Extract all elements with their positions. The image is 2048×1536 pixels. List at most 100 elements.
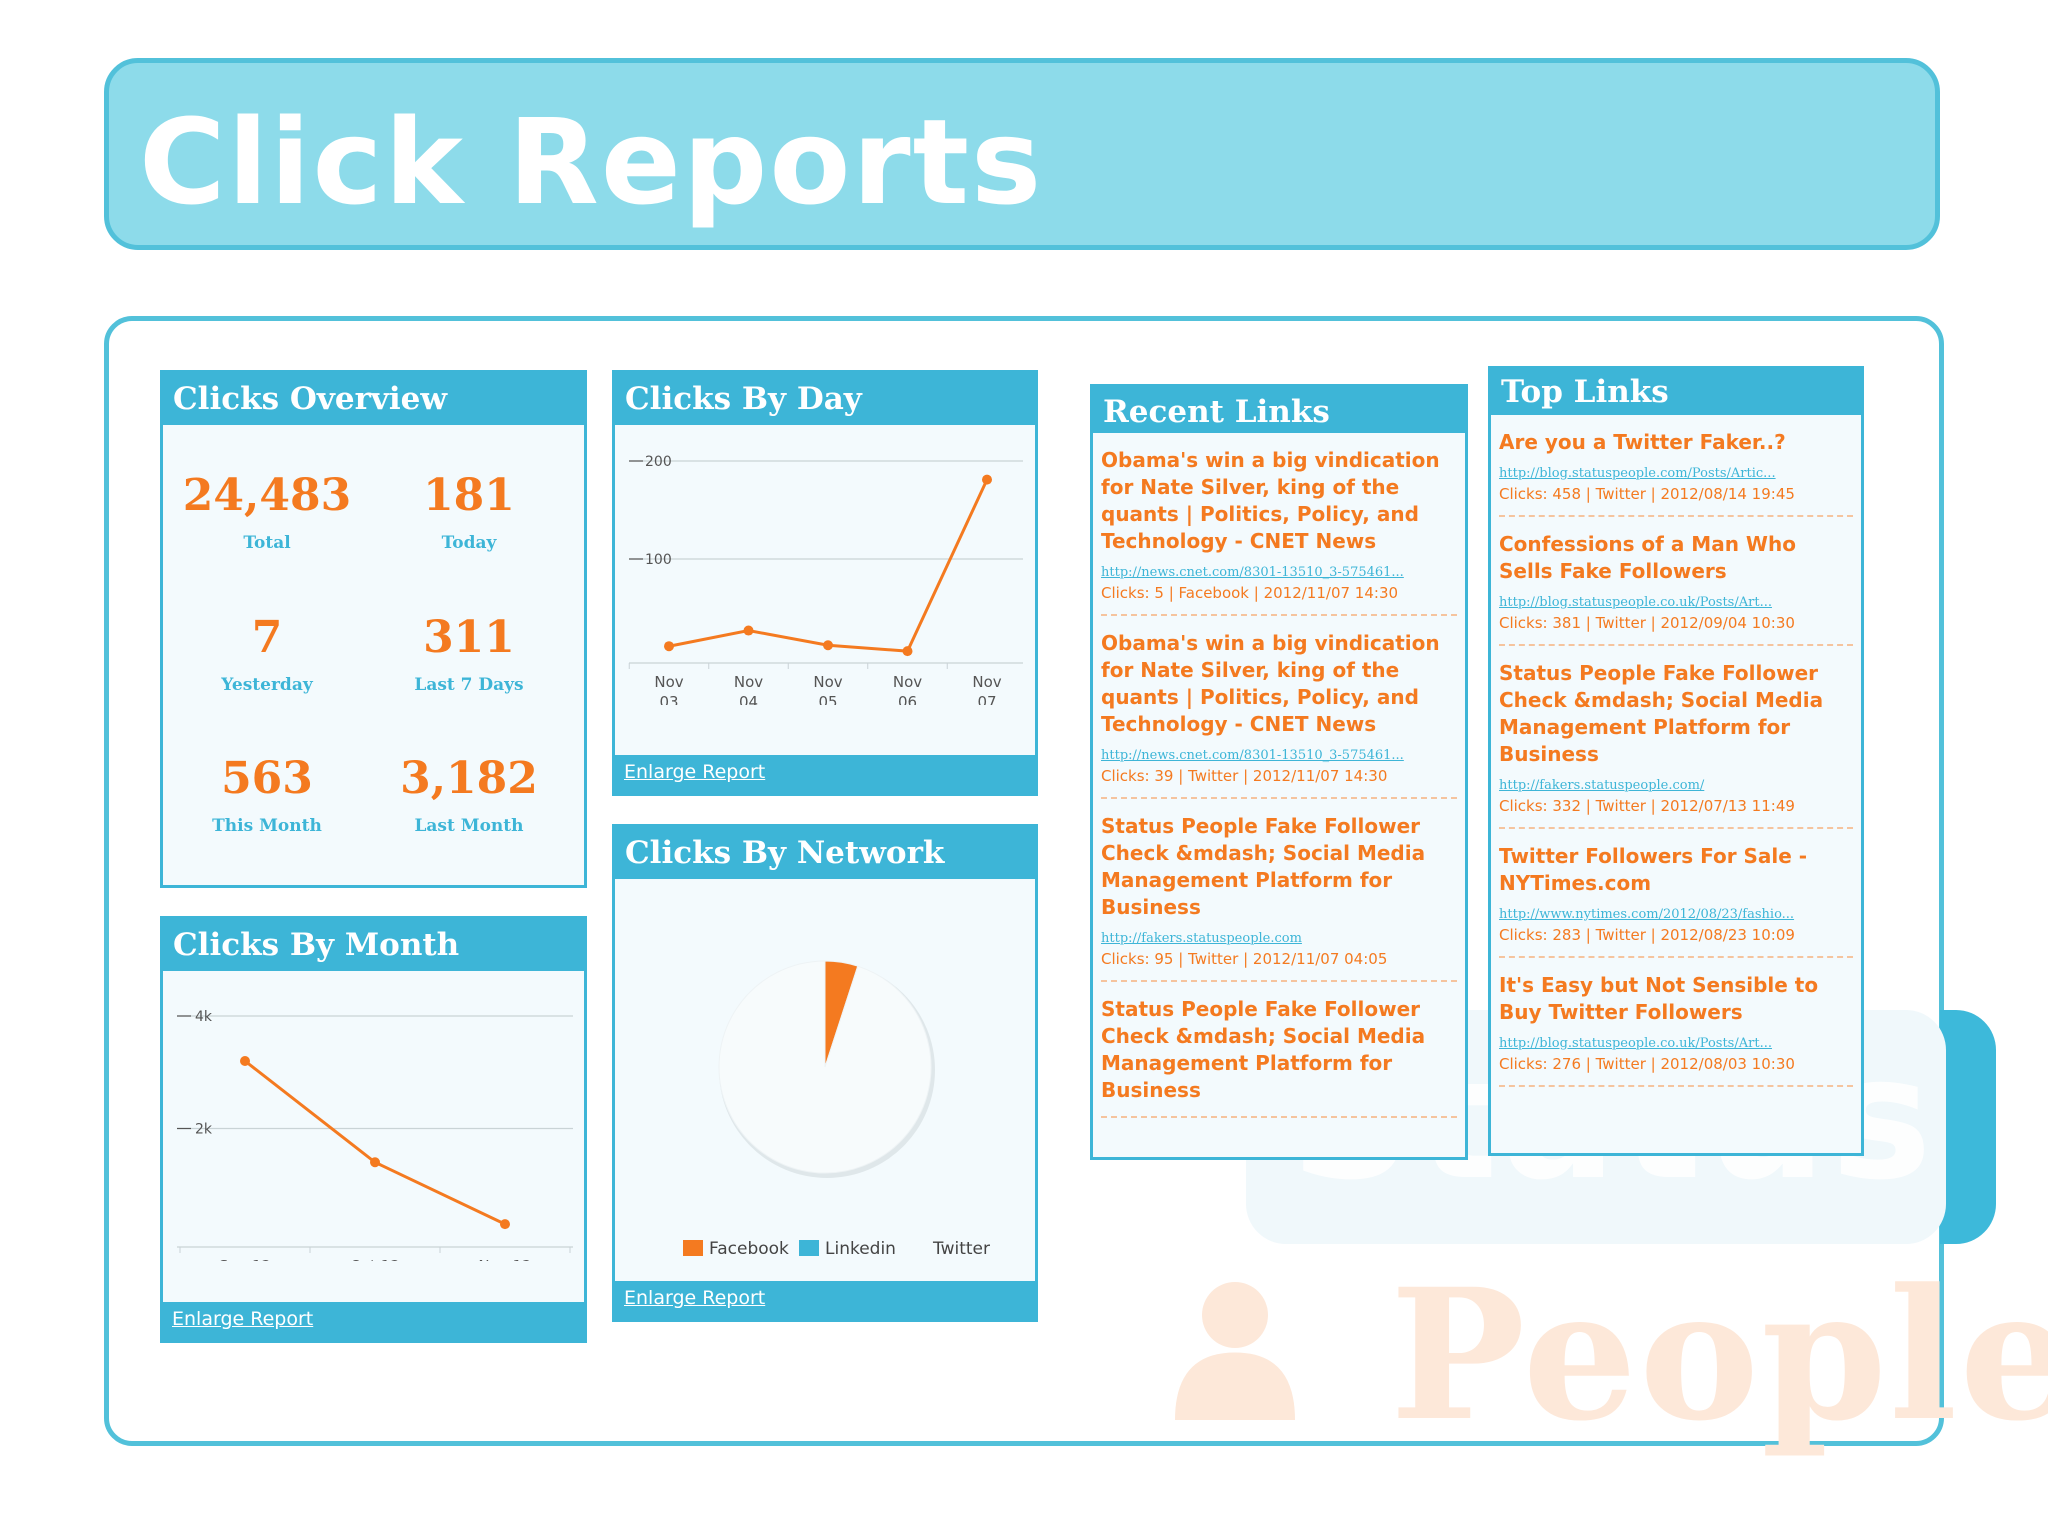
- stat-last-7-days: 311 Last 7 Days: [379, 612, 559, 696]
- top-links-title: Top Links: [1491, 369, 1861, 415]
- link-meta: Clicks: 95 | Twitter | 2012/11/07 04:05: [1101, 950, 1388, 968]
- link-title[interactable]: Are you a Twitter Faker..?: [1499, 430, 1786, 454]
- data-point: [902, 646, 913, 657]
- link-url[interactable]: http://fakers.statuspeople.com/: [1499, 778, 1705, 793]
- stat-today: 181 Today: [379, 471, 559, 554]
- recent-links-panel: Recent Links Obama's win a big vindicati…: [1090, 384, 1468, 1160]
- link-meta: Clicks: 458 | Twitter | 2012/08/14 19:45: [1499, 485, 1795, 503]
- stat-total: 24,483 Total: [177, 470, 357, 554]
- link-title[interactable]: Obama's win a big vindication for Nate S…: [1101, 631, 1440, 736]
- y-tick-label: 2k: [195, 1122, 213, 1138]
- clicks-by-month-footer: Enlarge Report: [163, 1302, 584, 1340]
- link-meta: Clicks: 381 | Twitter | 2012/09/04 10:30: [1499, 614, 1795, 632]
- clicks-by-network-chart: Facebook Linkedin Twitter: [683, 960, 990, 1259]
- clicks-by-month-panel: Clicks By Month 4k 2k Sep 12 Oct 12 Nov 12 E…: [160, 916, 587, 1343]
- data-point: [823, 640, 833, 651]
- x-tick-label: Oct 12: [350, 1257, 400, 1261]
- link-title[interactable]: Obama's win a big vindication for Nate S…: [1101, 448, 1440, 553]
- link-url[interactable]: http://blog.statuspeople.co.uk/Posts/Art…: [1499, 595, 1772, 610]
- stat-label: Today: [441, 533, 497, 553]
- stat-label: This Month: [212, 816, 322, 836]
- legend-label-twitter: Twitter: [932, 1239, 990, 1259]
- link-meta: Clicks: 276 | Twitter | 2012/08/03 10:30: [1499, 1055, 1795, 1073]
- data-point: [240, 1056, 250, 1066]
- link-url[interactable]: http://www.nytimes.com/2012/08/23/fashio…: [1499, 907, 1795, 922]
- clicks-by-day-panel: Clicks By Day 200 100 Nov 03 Nov 04 Nov 05 Nov 06…: [612, 370, 1038, 796]
- stat-yesterday: 7 Yesterday: [177, 612, 357, 696]
- x-tick-label: 05: [818, 693, 837, 705]
- link-title[interactable]: Status People Fake Follower Check &mdash…: [1101, 814, 1426, 919]
- list-item: Status People Fake Follower Check &mdash…: [1101, 982, 1457, 1118]
- link-meta: Clicks: 332 | Twitter | 2012/07/13 11:49: [1499, 797, 1795, 815]
- data-point: [500, 1219, 510, 1230]
- clicks-by-day-chart: 200 100 Nov 03 Nov 04 Nov 05 Nov 06 Nov 07: [628, 454, 1023, 705]
- stat-value: 311: [423, 612, 515, 663]
- y-tick-label: 4k: [195, 1009, 213, 1025]
- link-title[interactable]: It's Easy but Not Sensible to Buy Twitte…: [1499, 973, 1819, 1024]
- list-item: Are you a Twitter Faker..? http://blog.st…: [1499, 415, 1853, 517]
- stat-last-month: 3,182 Last Month: [379, 753, 559, 837]
- series-line: [244, 1059, 506, 1226]
- data-point: [664, 641, 674, 652]
- stat-value: 3,182: [400, 753, 538, 804]
- clicks-by-day-footer: Enlarge Report: [615, 755, 1035, 793]
- stat-value: 7: [251, 612, 283, 663]
- x-tick-label: Sep 12: [219, 1257, 271, 1261]
- stat-label: Last 7 Days: [414, 675, 524, 695]
- x-tick-label: 06: [898, 693, 917, 705]
- list-item: Twitter Followers For Sale - NYTimes.com…: [1499, 829, 1853, 958]
- clicks-overview-panel: Clicks Overview 24,483 Total 181 Today 7 Yest…: [160, 370, 587, 888]
- y-tick-label: 100: [645, 552, 672, 568]
- x-tick-label: Nov: [813, 673, 842, 691]
- series-line: [668, 478, 989, 653]
- clicks-by-day-title: Clicks By Day: [615, 373, 1035, 425]
- legend-label-linkedin: Linkedin: [825, 1239, 896, 1259]
- pie-slice-twitter: [718, 960, 932, 1174]
- link-url[interactable]: http://news.cnet.com/8301-13510_3-575461…: [1101, 565, 1404, 580]
- clicks-overview-title: Clicks Overview: [163, 373, 584, 425]
- enlarge-report-link[interactable]: Enlarge Report: [624, 1287, 766, 1309]
- legend-swatch-facebook: [683, 1240, 703, 1256]
- clicks-by-month-chart: 4k 2k Sep 12 Oct 12 Nov 12: [177, 1009, 573, 1261]
- page-title: Click Reports: [139, 93, 1044, 231]
- data-point: [743, 625, 754, 636]
- enlarge-report-link[interactable]: Enlarge Report: [172, 1308, 314, 1330]
- recent-links-list: Obama's win a big vindication for Nate S…: [1101, 433, 1457, 1118]
- data-point: [982, 474, 992, 485]
- link-url[interactable]: http://blog.statuspeople.co.uk/Posts/Art…: [1499, 1036, 1772, 1051]
- x-tick-label: 03: [659, 693, 678, 705]
- legend-label-facebook: Facebook: [709, 1239, 789, 1259]
- link-url[interactable]: http://blog.statuspeople.com/Posts/Artic…: [1499, 466, 1776, 481]
- top-links-list: Are you a Twitter Faker..? http://blog.st…: [1499, 415, 1853, 1087]
- link-title[interactable]: Confessions of a Man Who Sells Fake Foll…: [1499, 532, 1796, 583]
- list-item: Status People Fake Follower Check &mdash…: [1499, 646, 1853, 829]
- stat-label: Total: [243, 533, 291, 553]
- y-tick-label: 200: [645, 454, 672, 470]
- link-title[interactable]: Status People Fake Follower Check &mdash…: [1499, 661, 1824, 766]
- link-title[interactable]: Twitter Followers For Sale - NYTimes.com: [1499, 844, 1808, 895]
- link-meta: Clicks: 283 | Twitter | 2012/08/23 10:09: [1499, 926, 1795, 944]
- clicks-by-network-title: Clicks By Network: [615, 827, 1035, 879]
- data-point: [370, 1157, 380, 1168]
- clicks-by-month-title: Clicks By Month: [163, 919, 584, 971]
- list-item: Obama's win a big vindication for Nate S…: [1101, 433, 1457, 616]
- stat-label: Last Month: [414, 816, 524, 836]
- x-tick-label: Nov 12: [478, 1257, 531, 1261]
- link-meta: Clicks: 39 | Twitter | 2012/11/07 14:30: [1101, 767, 1388, 785]
- x-tick-label: Nov: [972, 673, 1001, 691]
- stat-value: 24,483: [182, 470, 352, 521]
- enlarge-report-link[interactable]: Enlarge Report: [624, 761, 766, 783]
- x-tick-label: Nov: [734, 673, 763, 691]
- watermark-tab: [1940, 1010, 1996, 1244]
- list-item: It's Easy but Not Sensible to Buy Twitte…: [1499, 958, 1853, 1087]
- list-item: Status People Fake Follower Check &mdash…: [1101, 799, 1457, 982]
- link-meta: Clicks: 5 | Facebook | 2012/11/07 14:30: [1101, 584, 1399, 602]
- link-title[interactable]: Status People Fake Follower Check &mdash…: [1101, 997, 1426, 1102]
- link-url[interactable]: http://fakers.statuspeople.com: [1101, 931, 1302, 946]
- x-tick-label: 04: [739, 693, 758, 705]
- link-url[interactable]: http://news.cnet.com/8301-13510_3-575461…: [1101, 748, 1404, 763]
- stat-this-month: 563 This Month: [177, 754, 357, 837]
- legend-swatch-linkedin: [799, 1240, 819, 1256]
- page-banner: Click Reports: [104, 58, 1940, 250]
- recent-links-title: Recent Links: [1093, 387, 1465, 433]
